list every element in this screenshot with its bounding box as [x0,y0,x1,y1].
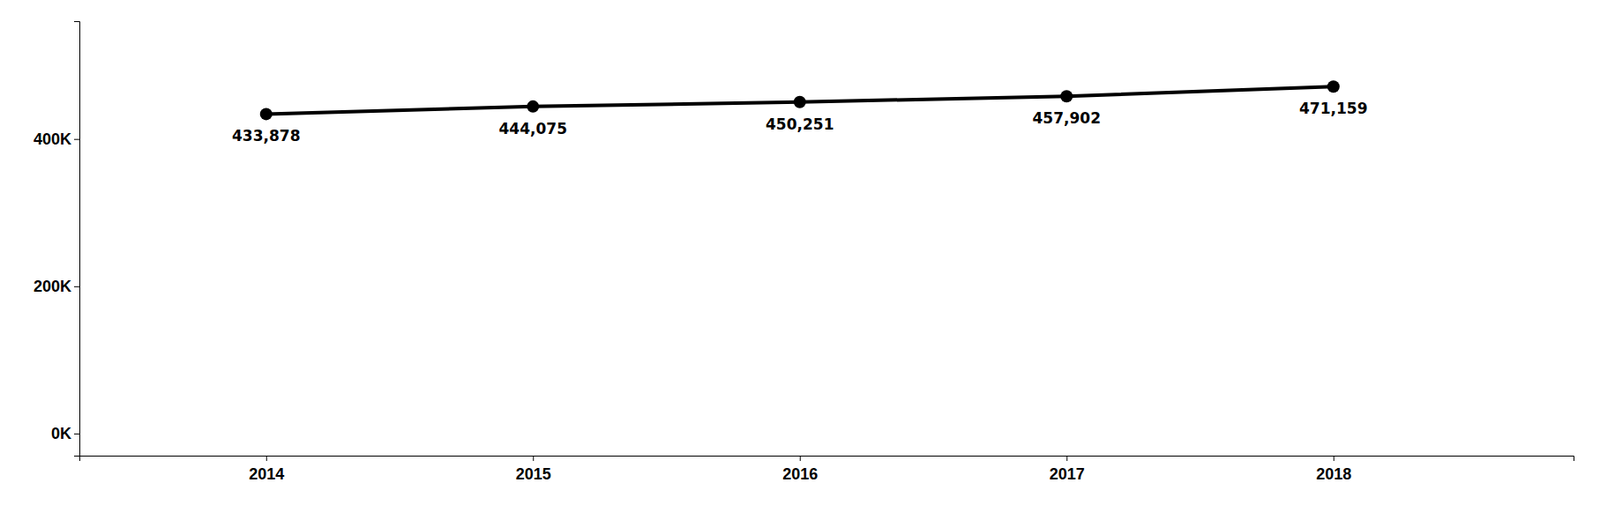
marker [1327,80,1340,93]
x-tick-label: 2016 [782,465,818,484]
x-tick-mark [266,456,268,462]
marker [526,100,539,113]
data-label: 444,075 [499,119,568,138]
y-tick-mark [74,433,80,435]
x-tick-mark [1333,456,1335,462]
y-tick-label: 0K [51,425,72,443]
data-label: 457,902 [1032,109,1101,128]
x-tick-mark [800,456,801,462]
y-tick-mark [74,286,80,288]
data-labels: 433,878 444,075 450,251 457,902 471,159 [231,99,1368,145]
y-tick-label: 200K [33,277,72,296]
y-tick: 200K [33,277,80,296]
data-label: 450,251 [765,115,834,134]
y-tick-mark [74,139,80,141]
x-tick-mark [532,456,534,462]
x-tick-label: 2014 [248,465,285,484]
y-tick: 0K [51,425,80,443]
x-tick: 2016 [782,456,818,484]
data-label: 433,878 [231,127,300,145]
x-tick-mark [1066,456,1068,462]
y-axis: 0K 200K 400K [33,22,81,457]
x-tick: 2015 [515,456,552,484]
x-tick-label: 2018 [1315,465,1352,484]
x-axis-line [80,456,1575,463]
plot: 2014 2015 2016 2017 2018 0K 200K 400K 433,878 444… [33,22,1575,485]
x-tick-label: 2017 [1049,465,1085,484]
data-label: 471,159 [1299,99,1368,118]
marker [1060,89,1073,103]
y-axis-line [74,22,81,457]
y-tick: 400K [33,130,80,149]
y-tick-label: 400K [33,130,72,149]
marker [793,96,807,109]
x-tick: 2018 [1315,456,1352,484]
x-tick: 2014 [248,456,285,484]
marker [260,107,273,120]
chart: 2014 2015 2016 2017 2018 0K 200K 400K 433,878 444… [0,0,1600,505]
x-tick: 2017 [1049,456,1085,484]
line [266,86,1334,114]
x-tick-label: 2015 [515,465,552,484]
x-axis: 2014 2015 2016 2017 2018 [80,456,1575,484]
